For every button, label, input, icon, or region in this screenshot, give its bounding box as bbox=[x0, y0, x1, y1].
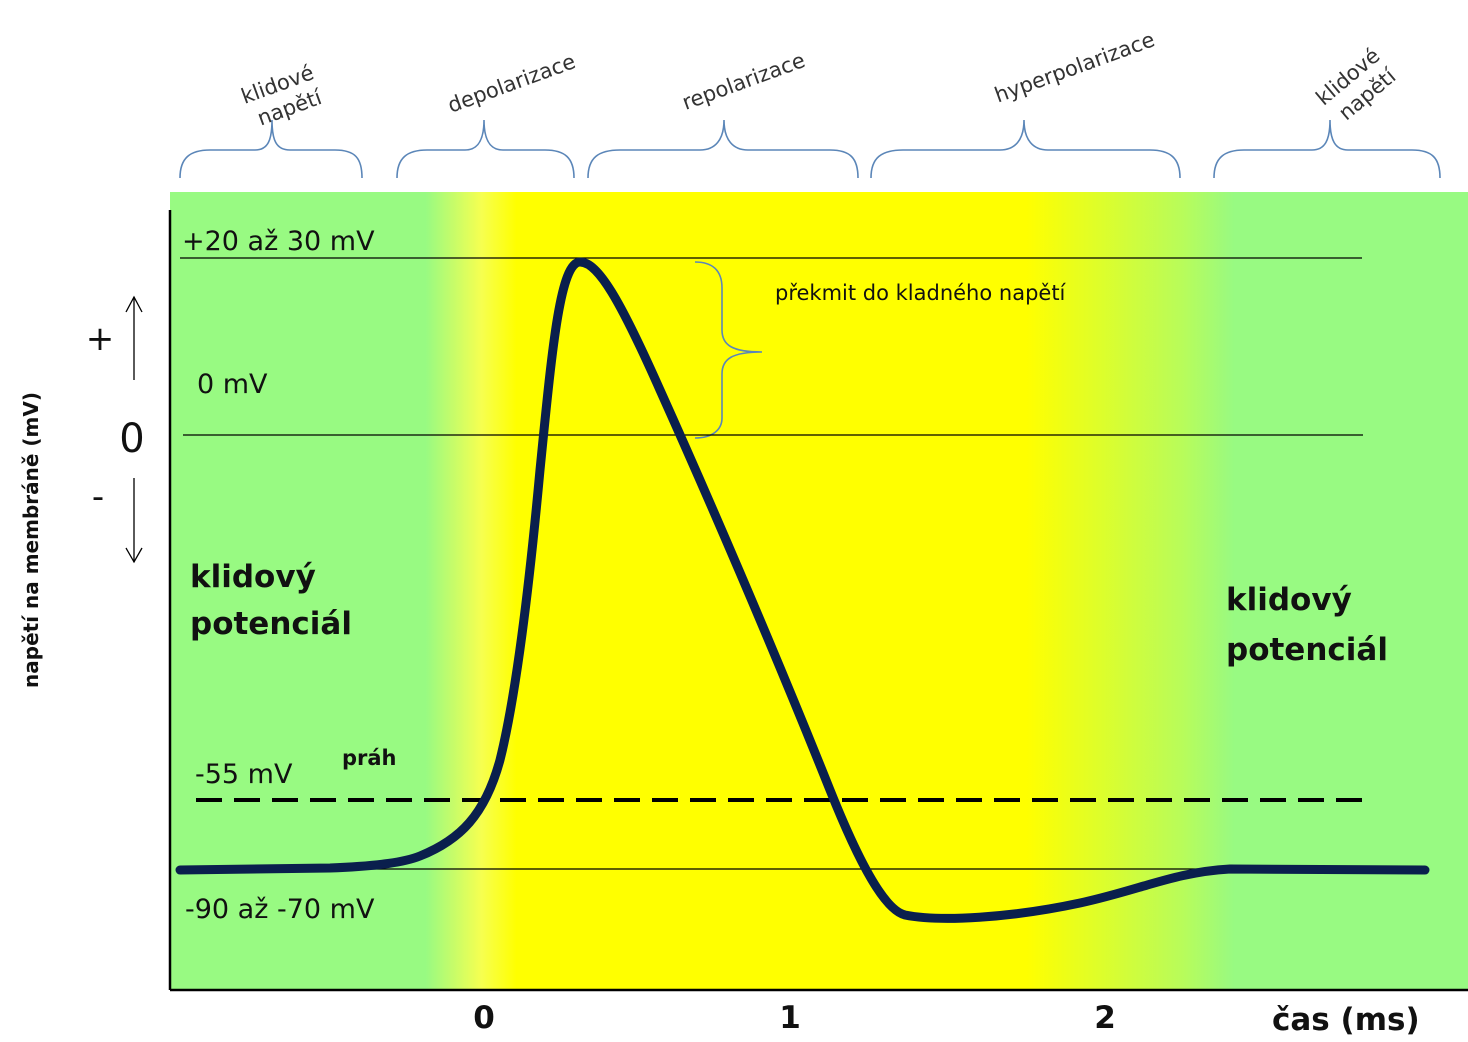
phase-label-repolarization-line1: repolarizace bbox=[679, 48, 808, 115]
threshold-name-label: práh bbox=[342, 746, 397, 770]
overshoot-brace bbox=[694, 261, 763, 439]
y-axis-zero-sign: 0 bbox=[119, 416, 144, 462]
down-arrow-head bbox=[125, 547, 143, 564]
up-arrow-head bbox=[125, 295, 143, 313]
phase-braces bbox=[179, 119, 1441, 439]
y-axis-minus-sign: - bbox=[92, 477, 104, 517]
zero-level-label: 0 mV bbox=[197, 369, 268, 400]
brace-resting-2 bbox=[1213, 119, 1441, 179]
region-label-left-line1: klidový bbox=[190, 559, 316, 595]
region-label-left: klidový potenciál bbox=[190, 559, 352, 642]
region-label-right-line1: klidový bbox=[1226, 582, 1352, 618]
region-label-left-line2: potenciál bbox=[190, 606, 352, 642]
phase-label-resting-1: klidové napětí bbox=[238, 58, 332, 133]
peak-level-label: +20 až 30 mV bbox=[182, 226, 375, 257]
x-tick-2: 2 bbox=[1094, 1000, 1116, 1036]
action-potential-curve bbox=[175, 257, 1430, 923]
brace-repolarization bbox=[587, 119, 859, 179]
x-tick-0: 0 bbox=[473, 1000, 495, 1036]
brace-resting-1 bbox=[179, 119, 363, 179]
region-label-right: klidový potenciál bbox=[1226, 582, 1388, 668]
region-label-right-line2: potenciál bbox=[1226, 632, 1388, 668]
threshold-level-label: -55 mV bbox=[195, 759, 293, 790]
y-axis-title: napětí na membráně (mV) bbox=[19, 392, 43, 688]
brace-hyperpolarization bbox=[870, 119, 1181, 179]
phase-label-hyperpolarization-line1: hyperpolarizace bbox=[991, 27, 1157, 107]
brace-depolarization bbox=[396, 119, 575, 179]
resting-level-label: -90 až -70 mV bbox=[185, 894, 375, 925]
x-tick-1: 1 bbox=[779, 1000, 801, 1036]
y-axis-plus-sign: + bbox=[86, 319, 115, 359]
phase-label-resting-2: klidové napětí bbox=[1311, 39, 1406, 130]
plot-background bbox=[170, 192, 1468, 990]
x-axis-title: čas (ms) bbox=[1272, 1002, 1420, 1038]
phase-label-hyperpolarization: hyperpolarizace bbox=[991, 27, 1157, 107]
phase-label-depolarization: depolarizace bbox=[445, 49, 579, 117]
y-direction-arrows bbox=[125, 295, 143, 564]
phase-label-depolarization-line1: depolarizace bbox=[445, 49, 579, 117]
phase-label-repolarization: repolarizace bbox=[679, 48, 808, 115]
overshoot-label: překmit do kladného napětí bbox=[775, 281, 1067, 305]
